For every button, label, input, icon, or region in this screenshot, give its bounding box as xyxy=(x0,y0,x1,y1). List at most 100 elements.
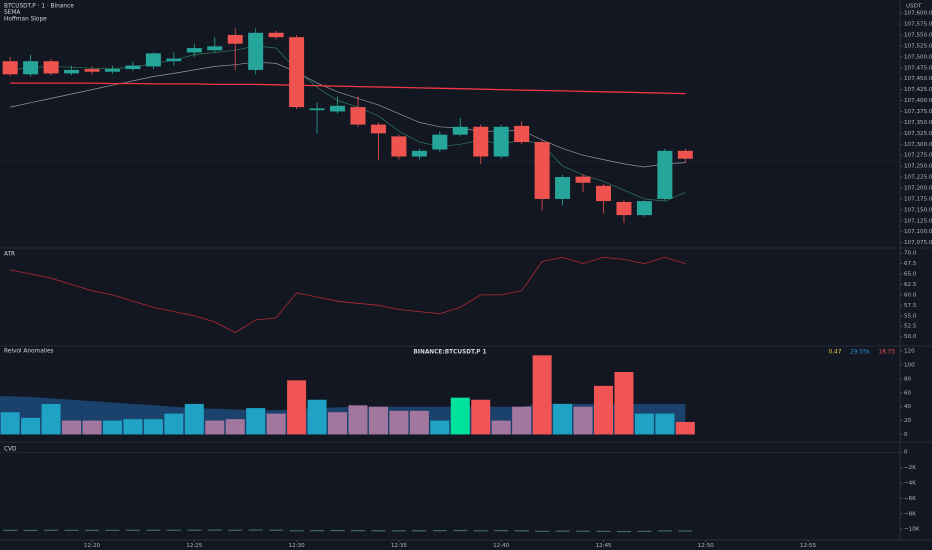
candle-body xyxy=(493,126,509,157)
candle-body xyxy=(575,176,591,183)
pane-title: ATR xyxy=(4,252,15,258)
candle-body xyxy=(125,65,141,70)
cvd-mark xyxy=(3,529,18,531)
candle-body xyxy=(227,34,243,44)
volume-bar xyxy=(655,413,675,435)
unit-label: USDT xyxy=(906,4,922,10)
x-tick-label: 12:30 xyxy=(289,543,306,549)
volume-bar xyxy=(675,421,695,435)
volume-bar xyxy=(62,420,82,435)
candle-body xyxy=(657,150,673,199)
volume-bar xyxy=(634,413,654,435)
cvd-mark xyxy=(23,529,38,532)
y-tick-label: 107,350.0 xyxy=(904,120,932,126)
y-tick-label: 0 xyxy=(904,450,908,456)
candle-body xyxy=(350,107,366,125)
y-tick-label: 107,425.0 xyxy=(904,87,932,93)
x-tick-label: 12:35 xyxy=(391,543,408,549)
candle-body xyxy=(104,69,120,72)
y-tick-label: −8K xyxy=(904,511,916,517)
volume-bar xyxy=(491,420,511,435)
y-tick-label: 107,325.0 xyxy=(904,131,932,137)
indicator-line xyxy=(10,45,686,202)
candle-body xyxy=(616,201,632,216)
volume-bar xyxy=(409,410,429,435)
y-tick-label: 107,275.0 xyxy=(904,153,932,159)
candle-body xyxy=(330,105,346,112)
volume-bar xyxy=(553,403,573,435)
candle-body xyxy=(186,48,202,53)
volume-bar xyxy=(0,412,20,435)
volume-bar xyxy=(246,408,266,435)
y-tick-label: −2K xyxy=(904,465,916,471)
candle-body xyxy=(370,124,386,134)
candle-body xyxy=(248,32,264,70)
candle-body xyxy=(289,37,305,108)
candle-body xyxy=(166,58,182,62)
x-tick-label: 12:20 xyxy=(84,543,101,549)
cvd-mark xyxy=(555,530,570,532)
y-tick-label: 107,400.0 xyxy=(904,98,932,104)
candle-body xyxy=(309,108,325,111)
cvd-mark xyxy=(330,529,345,532)
candle-body xyxy=(452,126,468,135)
cvd-mark xyxy=(289,530,304,532)
y-tick-label: 107,600.0 xyxy=(904,11,932,17)
cvd-mark xyxy=(535,530,550,532)
candle-body xyxy=(432,134,448,150)
volume-bar xyxy=(512,406,532,435)
candle-body xyxy=(207,46,223,51)
volume-bar xyxy=(225,419,245,435)
volume-bar xyxy=(389,410,409,435)
volume-bar xyxy=(368,406,388,435)
y-tick-label: −6K xyxy=(904,496,916,502)
volume-bar xyxy=(287,380,307,435)
volume-bar xyxy=(532,355,552,435)
y-tick-label: 60 xyxy=(904,390,912,396)
symbol-title: BTCUSDT.P · 1 · Binance xyxy=(4,4,74,10)
cvd-mark xyxy=(657,530,672,532)
candle-body xyxy=(514,125,530,143)
y-tick-label: 60.0 xyxy=(904,292,917,298)
pane-title: CVD xyxy=(4,447,17,453)
y-tick-label: 57.5 xyxy=(904,303,917,309)
y-tick-label: 107,175.0 xyxy=(904,196,932,202)
y-tick-label: 107,200.0 xyxy=(904,185,932,191)
candle-body xyxy=(555,177,571,199)
x-tick-label: 12:40 xyxy=(493,543,510,549)
cvd-mark xyxy=(616,530,631,533)
volume-bar xyxy=(184,403,204,435)
candle-body xyxy=(596,185,611,202)
candle-body xyxy=(64,69,80,74)
y-tick-label: −4K xyxy=(904,481,916,487)
volume-bar xyxy=(143,419,163,435)
y-tick-label: 107,125.0 xyxy=(904,218,932,224)
cvd-mark xyxy=(453,529,468,532)
candle-body xyxy=(391,136,407,157)
volume-bar xyxy=(430,420,450,435)
y-tick-label: 107,575.0 xyxy=(904,22,932,28)
volume-bar xyxy=(266,413,286,435)
y-tick-label: 107,475.0 xyxy=(904,65,932,71)
cvd-mark xyxy=(350,530,365,532)
y-tick-label: 52.5 xyxy=(904,324,917,330)
cvd-mark xyxy=(187,529,202,531)
candle-body xyxy=(677,150,693,159)
volume-bar xyxy=(82,420,102,435)
candle-body xyxy=(84,69,100,72)
cvd-mark xyxy=(248,529,263,531)
volume-bar xyxy=(123,419,143,435)
cvd-mark xyxy=(514,530,529,532)
cvd-mark xyxy=(166,529,181,531)
cvd-mark xyxy=(576,530,591,532)
y-tick-label: 107,550.0 xyxy=(904,32,932,38)
y-tick-label: 107,375.0 xyxy=(904,109,932,115)
candle-body xyxy=(43,61,59,74)
candle-body xyxy=(411,150,427,157)
readout: 18.73 xyxy=(878,350,895,356)
cvd-mark xyxy=(146,529,161,531)
volume-bar xyxy=(41,403,61,435)
cvd-mark xyxy=(228,529,243,531)
